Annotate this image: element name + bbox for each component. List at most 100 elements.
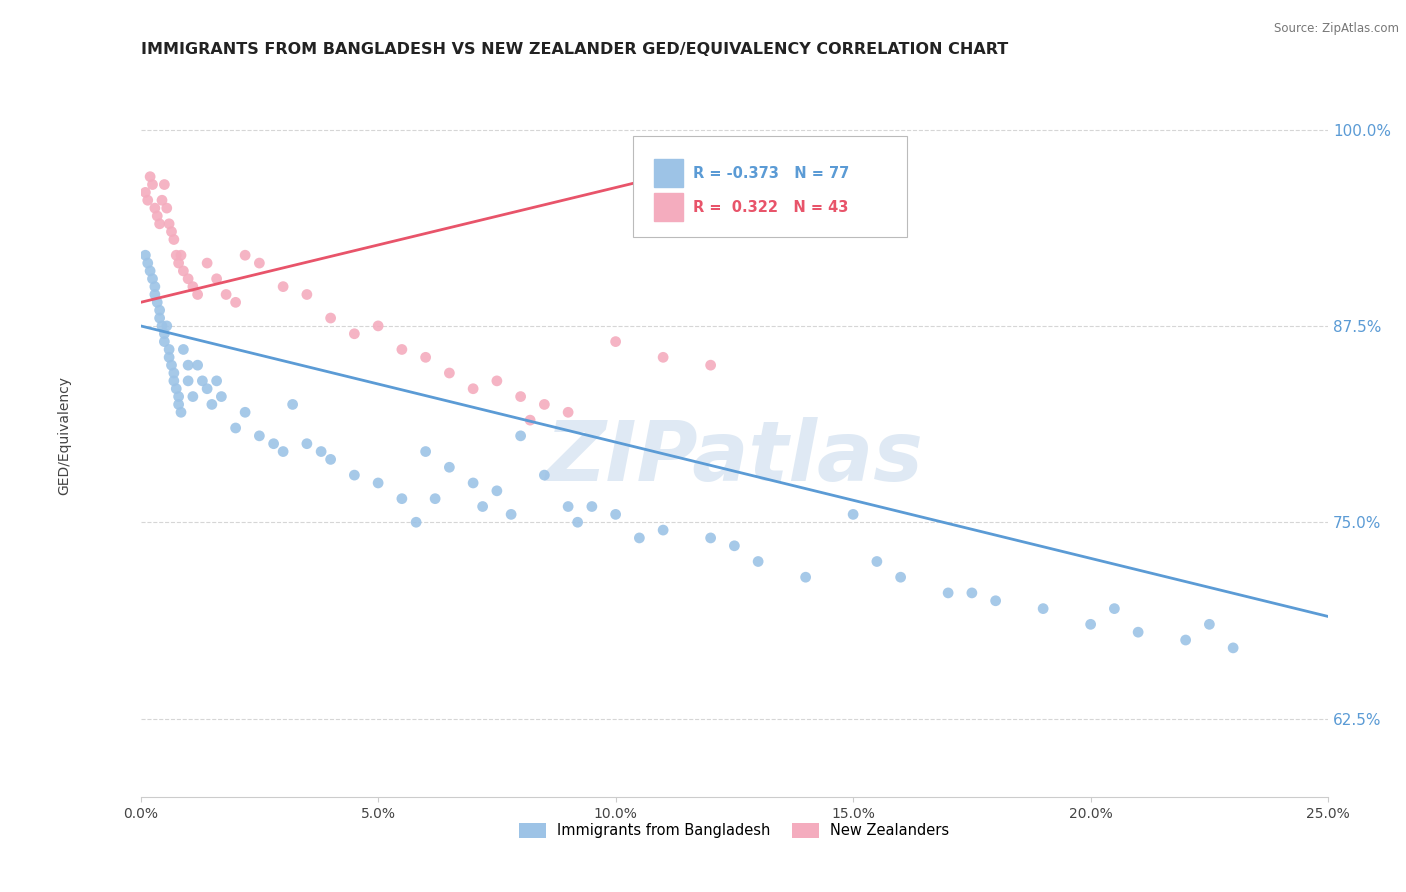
Point [134,248,156,262]
Point [163,374,186,388]
Point [1126,625,1149,640]
Point [391,343,413,357]
Point [519,413,541,427]
Text: ZIPatlas: ZIPatlas [546,417,924,498]
Point [225,295,247,310]
Point [485,374,508,388]
Point [747,554,769,568]
Point [146,295,169,310]
Point [215,287,238,301]
Bar [654,193,683,220]
Point [936,586,959,600]
Point [343,326,366,341]
Point [557,405,579,419]
Point [177,374,200,388]
Point [143,201,166,215]
Point [136,193,159,207]
Point [485,483,508,498]
Point [165,248,187,262]
Point [984,594,1007,608]
Point [628,531,651,545]
Point [794,570,817,584]
Point [160,358,183,372]
Point [233,405,256,419]
Point [136,256,159,270]
Point [319,311,342,326]
Point [141,272,163,286]
Point [163,233,186,247]
Point [1222,640,1244,655]
Point [170,405,193,419]
Point [191,374,214,388]
Point [509,390,531,404]
FancyBboxPatch shape [634,136,907,237]
Point [319,452,342,467]
Point [201,397,224,411]
Point [1080,617,1102,632]
Point [343,468,366,483]
Point [195,256,218,270]
Point [439,460,461,475]
Point [605,334,627,349]
Text: IMMIGRANTS FROM BANGLADESH VS NEW ZEALANDER GED/EQUIVALENCY CORRELATION CHART: IMMIGRANTS FROM BANGLADESH VS NEW ZEALAN… [141,42,1008,57]
Point [567,515,589,529]
Point [367,318,389,333]
Point [842,508,865,522]
Point [157,351,180,365]
Point [156,201,179,215]
Point [233,248,256,262]
Point [271,279,294,293]
Point [187,287,209,301]
Point [149,311,172,326]
Point [309,444,332,458]
Point [170,248,193,262]
Point [209,390,232,404]
Point [205,374,228,388]
Point [533,397,555,411]
Point [134,186,156,200]
Point [247,256,270,270]
Point [163,366,186,380]
Point [157,217,180,231]
Point [167,256,190,270]
Point [149,217,172,231]
Point [557,500,579,514]
Point [581,500,603,514]
Point [439,366,461,380]
Point [139,264,162,278]
Point [281,397,304,411]
Point [139,169,162,184]
Point [141,178,163,192]
Point [153,334,176,349]
Point [167,390,190,404]
Point [866,554,889,568]
Point [165,382,187,396]
Point [463,475,485,490]
Point [225,421,247,435]
Point [652,351,675,365]
Point [652,523,675,537]
Point [699,358,721,372]
Text: Source: ZipAtlas.com: Source: ZipAtlas.com [1274,22,1399,36]
Point [177,358,200,372]
Point [181,279,204,293]
Point [533,468,555,483]
Point [149,303,172,318]
Point [150,318,173,333]
Point [247,429,270,443]
Point [890,570,912,584]
Point [143,287,166,301]
Point [167,397,190,411]
Text: R =  0.322   N = 43: R = 0.322 N = 43 [693,200,848,215]
Point [143,279,166,293]
Point [1032,601,1054,615]
Point [463,382,485,396]
Point [415,444,437,458]
Point [295,436,318,450]
Point [1198,617,1220,632]
Text: R = -0.373   N = 77: R = -0.373 N = 77 [693,166,849,181]
Point [415,351,437,365]
Point [172,264,194,278]
Point [156,318,179,333]
Point [367,475,389,490]
